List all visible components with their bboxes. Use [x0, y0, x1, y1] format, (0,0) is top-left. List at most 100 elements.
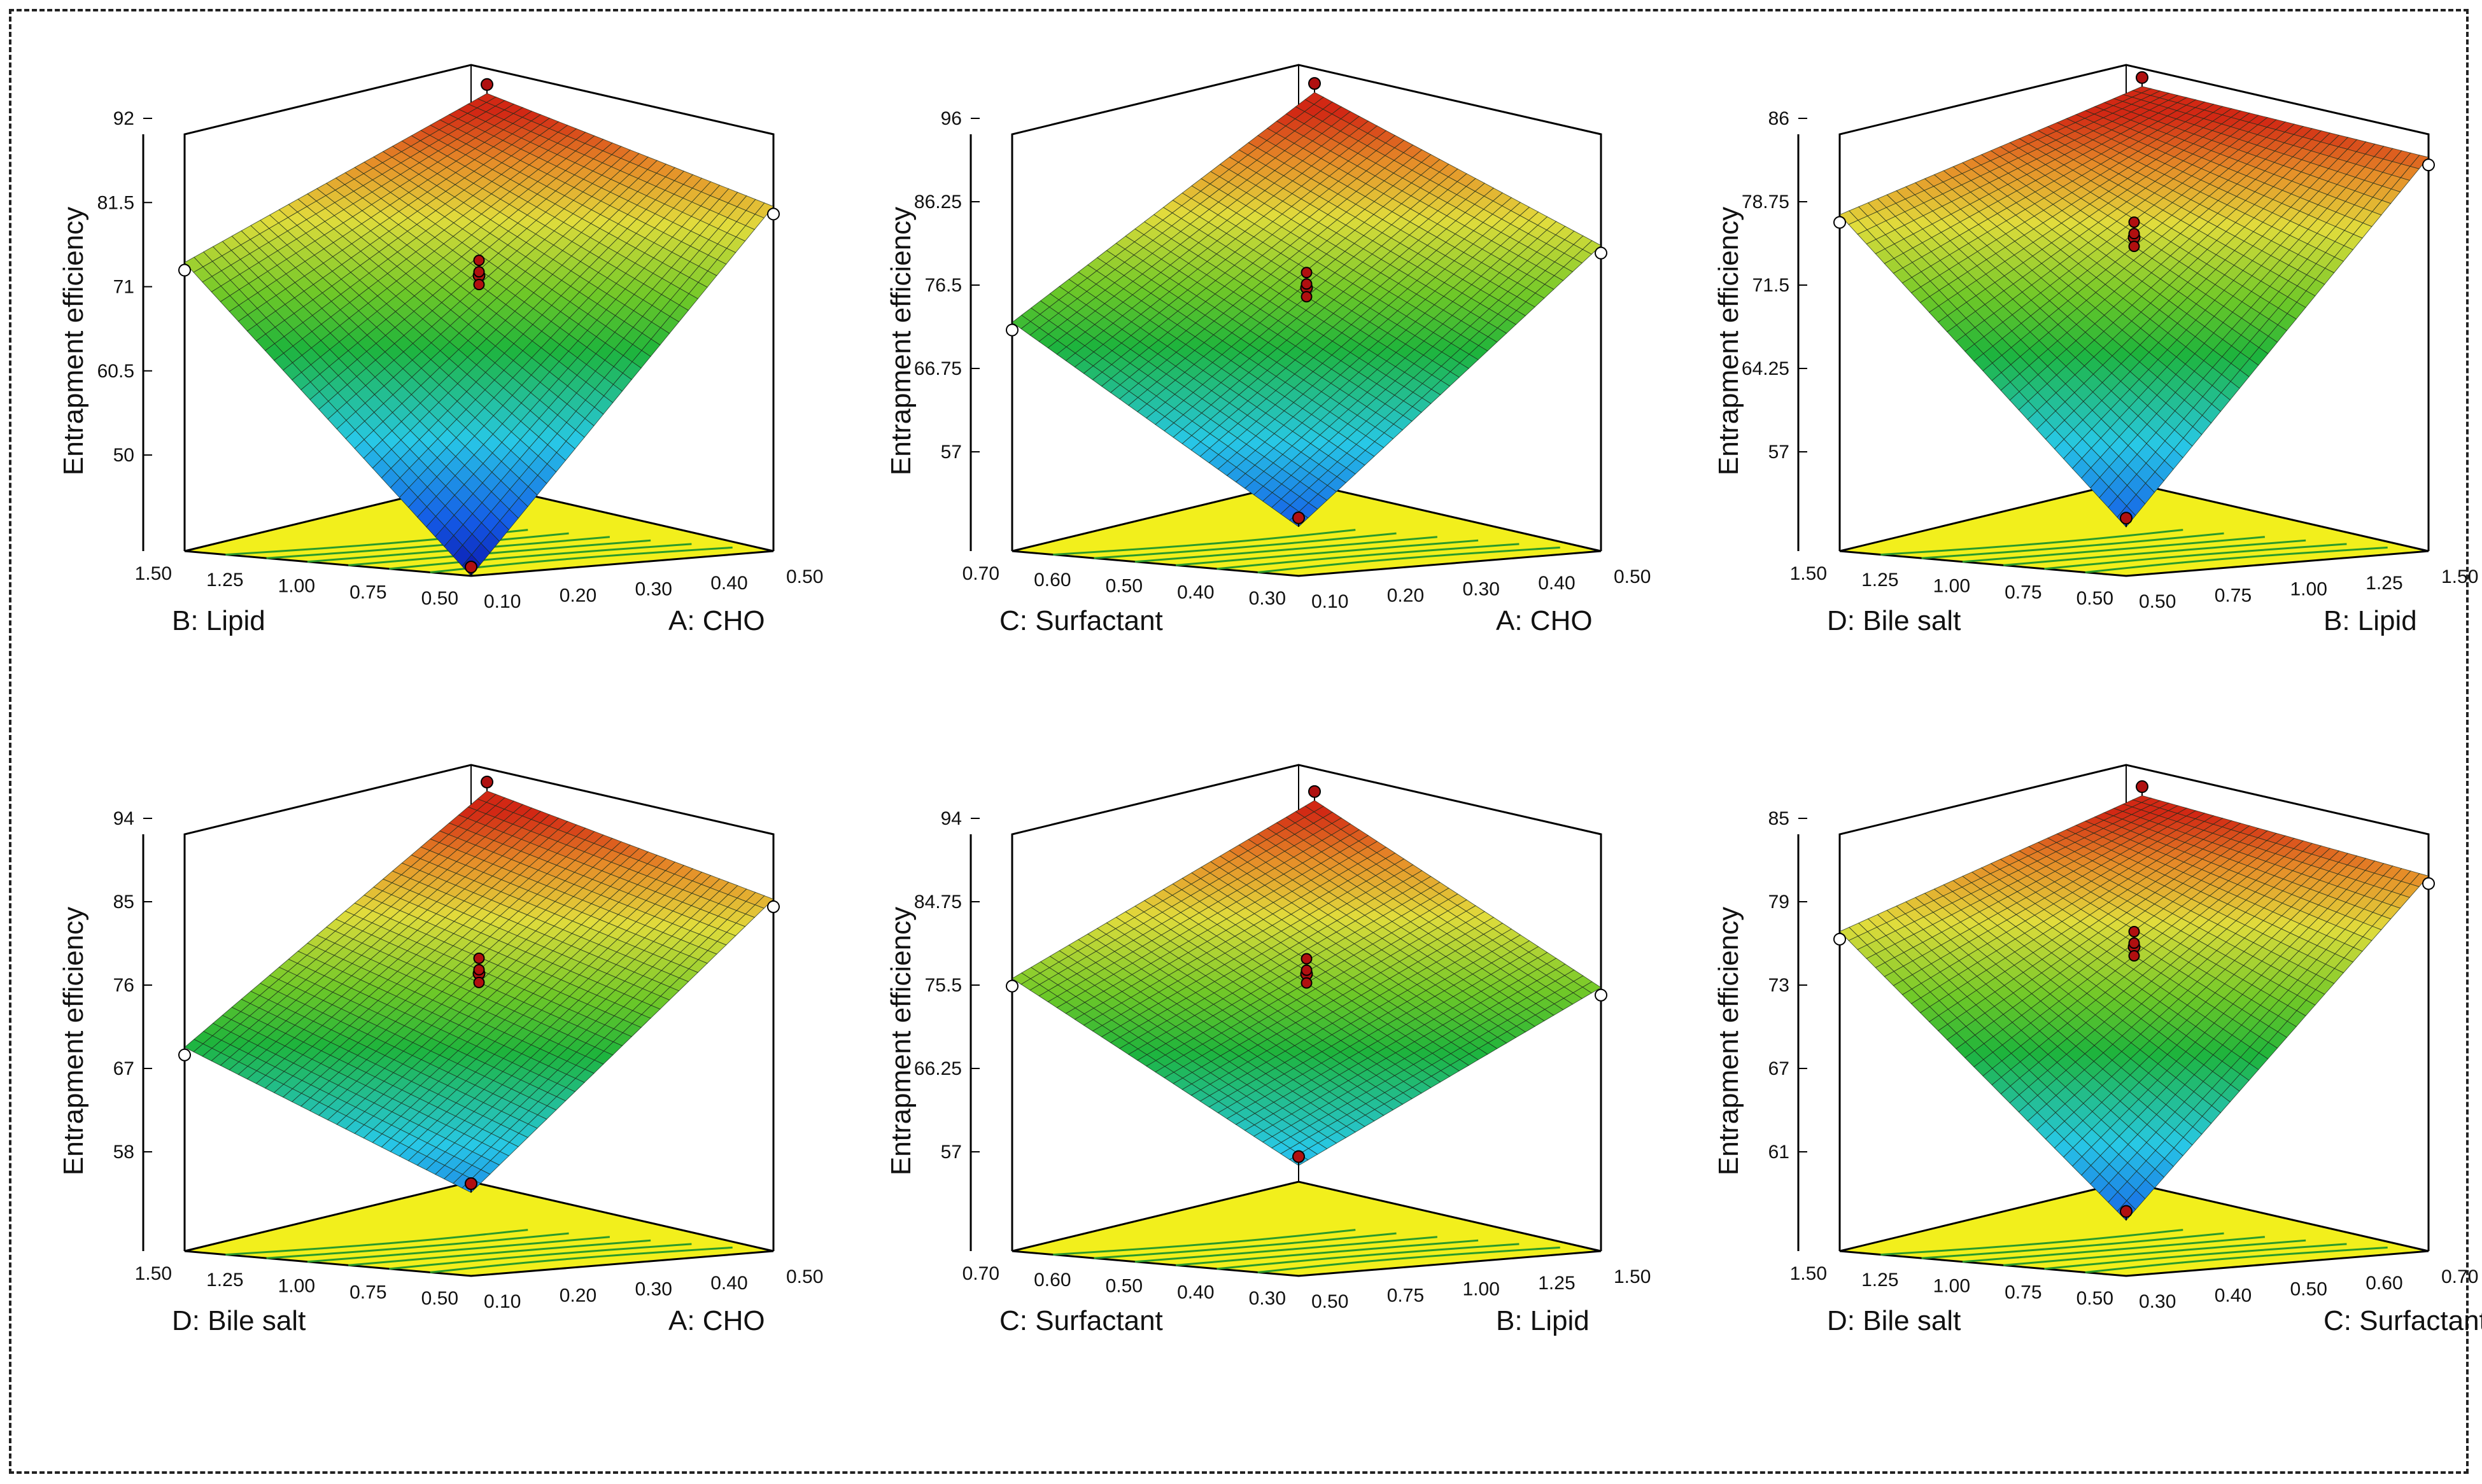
z-tick-label: 66.25: [914, 1058, 962, 1079]
y-tick-label: 1.50: [1790, 1263, 1827, 1284]
x-tick-label: 0.40: [2215, 1285, 2252, 1306]
floor-contour-line: [430, 1246, 733, 1273]
design-point: [2120, 512, 2133, 525]
floor-contour-line: [1176, 539, 1479, 566]
x-axis-label: C: Surfactant: [2323, 1305, 2482, 1336]
z-tick-label: 61: [1768, 1142, 1789, 1163]
y-tick-label: 0.40: [1177, 582, 1214, 603]
center-point-replicate: [1301, 267, 1313, 279]
y-axis-label: B: Lipid: [172, 605, 265, 636]
center-point-replicate: [473, 255, 485, 267]
response-surface-mesh: [184, 790, 774, 1193]
x-axis-label: B: Lipid: [2323, 605, 2417, 636]
floor-contour-line: [1176, 1239, 1479, 1266]
z-tick-label: 94: [113, 808, 134, 829]
design-point: [465, 561, 477, 573]
x-tick-label: 0.30: [1463, 579, 1500, 600]
response-surface-mesh: [1012, 92, 1602, 528]
floor-contour-line: [2003, 539, 2306, 566]
x-tick-label: 0.40: [710, 573, 747, 594]
x-tick-label: 0.10: [484, 1291, 521, 1312]
x-tick-label: 0.30: [2139, 1291, 2176, 1312]
design-point: [767, 900, 780, 913]
design-point: [2120, 1205, 2133, 1218]
center-point-replicate: [1301, 953, 1313, 965]
z-tick-label: 94: [941, 808, 962, 829]
z-tick-label: 67: [1768, 1058, 1789, 1079]
z-axis-label: Entrapment efficiency: [58, 907, 89, 1175]
y-tick-label: 0.30: [1249, 588, 1286, 609]
z-tick-label: 79: [1768, 892, 1789, 913]
z-axis-label: Entrapment efficiency: [885, 207, 917, 475]
design-point: [1292, 1150, 1305, 1163]
z-tick-label: 60.5: [97, 361, 134, 382]
x-tick-label: 1.25: [2366, 573, 2402, 594]
z-tick-label: 71: [113, 277, 134, 298]
z-tick-label: 85: [1768, 808, 1789, 829]
surface-plot-1: 92 81.5 71 60.5 50 Entrapment efficiency 0.10 0…: [58, 64, 823, 636]
center-point-replicate: [473, 279, 485, 291]
floor-contour-line: [348, 539, 651, 566]
floor-contour-line: [1216, 543, 1520, 570]
floor-contour-line: [307, 1236, 610, 1263]
floor-contour-line: [1257, 1246, 1560, 1273]
z-tick-label: 81.5: [97, 192, 134, 213]
x-tick-label: 0.50: [786, 566, 823, 587]
center-point-replicate: [2128, 216, 2140, 228]
center-point-replicate: [1301, 964, 1313, 976]
design-point: [2136, 780, 2148, 794]
y-tick-label: 0.50: [2077, 1288, 2113, 1309]
z-tick-label: 84.75: [914, 892, 962, 913]
surface-plot-6: 85 79 73 67 61 Entrapment efficiency 0.30 0.40 0…: [1713, 764, 2482, 1336]
x-tick-label: 0.40: [710, 1273, 747, 1294]
y-tick-label: 0.50: [421, 1288, 458, 1309]
z-tick-label: 76.5: [925, 275, 962, 296]
design-point: [1308, 785, 1321, 798]
floor-contour-line: [389, 543, 692, 570]
y-tick-label: 0.60: [1034, 1270, 1071, 1291]
x-tick-label: 0.30: [635, 579, 672, 600]
design-point: [2422, 158, 2435, 172]
y-tick-label: 0.75: [2005, 1282, 2041, 1303]
floor-contour-line: [1053, 1229, 1356, 1256]
x-tick-label: 0.50: [2290, 1279, 2327, 1300]
floor-contour-line: [1962, 1236, 2265, 1263]
z-tick-label: 92: [113, 108, 134, 129]
x-axis-label: A: CHO: [668, 605, 765, 636]
z-tick-label: 50: [113, 445, 134, 466]
center-point-replicate: [2128, 241, 2140, 253]
design-point: [178, 1048, 191, 1061]
y-tick-label: 0.50: [421, 588, 458, 609]
surface-plot-3: 86 78.75 71.5 64.25 57 Entrapment efficiency 0…: [1713, 64, 2478, 636]
x-tick-label: 0.20: [1387, 585, 1424, 606]
surface-plot-2: 96 86.25 76.5 66.75 57 Entrapment efficiency 0…: [885, 64, 1651, 636]
floor-contour-plane: [184, 1180, 774, 1277]
x-tick-label: 1.25: [1538, 1273, 1575, 1294]
x-tick-label: 0.60: [2366, 1273, 2402, 1294]
x-tick-label: 0.40: [1538, 573, 1575, 594]
center-point-replicate: [473, 963, 485, 976]
center-point-replicate: [2128, 228, 2140, 240]
floor-contour-line: [1134, 536, 1437, 563]
z-tick-label: 86.25: [914, 192, 962, 213]
floor-contour-line: [1880, 1229, 2183, 1256]
y-tick-label: 1.00: [278, 576, 315, 597]
z-axis-label: Entrapment efficiency: [885, 907, 917, 1175]
z-axis-label: Entrapment efficiency: [1713, 907, 1744, 1175]
y-tick-label: 1.00: [1933, 1276, 1970, 1297]
x-tick-label: 0.50: [1311, 1291, 1348, 1312]
floor-contour-line: [266, 532, 569, 559]
z-tick-label: 85: [113, 892, 134, 913]
y-tick-label: 1.50: [135, 563, 172, 584]
y-tick-label: 1.00: [1933, 576, 1970, 597]
x-tick-label: 1.00: [1463, 1279, 1500, 1300]
z-tick-label: 73: [1768, 975, 1789, 996]
y-tick-label: 1.00: [278, 1276, 315, 1297]
y-tick-label: 0.50: [2077, 588, 2113, 609]
center-point-replicate: [473, 952, 485, 964]
surface-plot-5: 94 84.75 75.5 66.25 57 Entrapment efficiency 0…: [885, 764, 1651, 1336]
x-tick-label: 1.50: [2441, 566, 2478, 587]
design-point: [2422, 877, 2435, 890]
floor-contour-line: [1216, 1243, 1520, 1270]
x-tick-label: 0.50: [786, 1266, 823, 1287]
